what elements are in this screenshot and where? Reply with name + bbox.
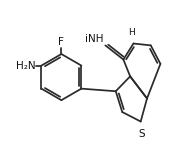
Text: iNH: iNH (85, 34, 104, 44)
Text: F: F (58, 37, 64, 47)
Text: H₂N: H₂N (16, 61, 35, 71)
Text: H: H (128, 28, 135, 37)
Text: S: S (139, 129, 146, 139)
